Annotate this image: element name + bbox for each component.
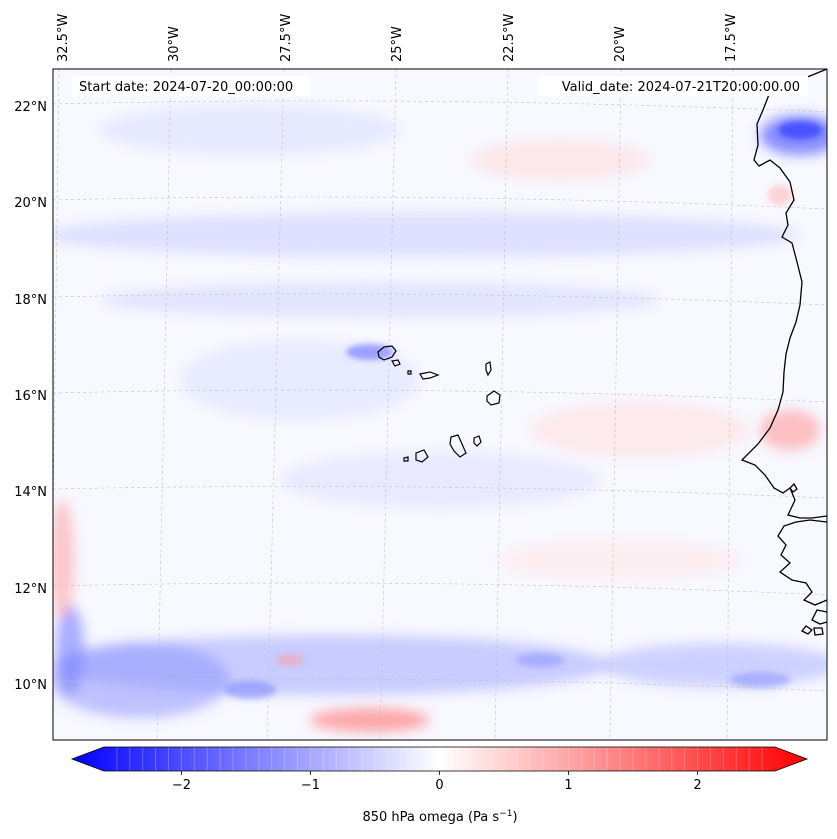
- lon-tick-label: 17.5°W: [724, 14, 739, 62]
- colorbar-ticks: −2 −1 0 1 2: [172, 771, 702, 793]
- map-frame: [52, 68, 828, 741]
- colorbar-bands: [116, 747, 763, 771]
- valid-date-box: [538, 76, 808, 96]
- omega-field: [53, 105, 827, 732]
- island-santo-antao: [377, 345, 397, 361]
- lat-tick-label: 16°N: [14, 389, 47, 404]
- negative-omega-band-18n: [100, 282, 660, 318]
- meridian-30w: [156, 69, 172, 740]
- colorbar-tick-label: 2: [693, 778, 701, 793]
- positive-omega-southeast: [500, 540, 740, 580]
- negative-omega-cell: [778, 121, 822, 139]
- parallel-18n: [53, 293, 827, 306]
- meridian-22.5w: [494, 69, 509, 740]
- negative-omega-cell: [516, 653, 564, 667]
- island-santiago: [449, 434, 467, 458]
- island-sao-nicolau: [419, 371, 440, 380]
- negative-omega-band-20n: [53, 213, 800, 257]
- lon-tick-label: 32.5°W: [56, 14, 71, 62]
- colorbar-label-main: 850 hPa omega (Pa s: [362, 810, 499, 825]
- lon-tick-label: 30°W: [167, 26, 182, 62]
- lat-tick-label: 18°N: [14, 293, 47, 308]
- meridian-17.5w: [726, 69, 734, 740]
- positive-omega-cell: [768, 185, 792, 205]
- coastline-mauritania-senegal: [740, 69, 827, 519]
- colorbar-label-close: ): [512, 810, 517, 825]
- graticule: [53, 69, 827, 740]
- positive-omega-coast: [760, 410, 820, 450]
- positive-omega-north: [470, 140, 650, 180]
- island-maio: [473, 435, 482, 447]
- african-coastline: [740, 69, 827, 636]
- island-near-dakar: [789, 482, 798, 493]
- negative-omega-west-edge: [56, 605, 84, 695]
- lat-tick-label: 10°N: [14, 678, 47, 693]
- parallel-14n: [53, 486, 827, 499]
- coastline-senegal-south: [777, 519, 827, 606]
- island-sal: [485, 361, 492, 377]
- island-boa-vista: [486, 390, 501, 406]
- lon-tick-label: 27.5°W: [279, 14, 294, 62]
- map-background: [53, 69, 827, 740]
- start-date-box: [72, 76, 310, 96]
- lon-tick-label: 22.5°W: [502, 14, 517, 62]
- colorbar: −2 −1 0 1 2 850 hPa omega (Pa s−1): [70, 746, 809, 825]
- negative-omega-south-west: [53, 642, 230, 718]
- cape-verde-islands: [377, 345, 501, 463]
- colorbar-outline: [70, 746, 809, 772]
- valid-date-label: Valid_date: 2024-07-21T20:00:00.00: [562, 80, 800, 95]
- meridian-20w: [609, 69, 622, 740]
- positive-omega-south: [310, 708, 430, 732]
- meridian-25w: [379, 69, 397, 740]
- lon-tick-label: 20°W: [613, 26, 628, 62]
- map-panel: [53, 69, 827, 740]
- start-date-label: Start date: 2024-07-20_00:00:00: [79, 80, 293, 95]
- parallel-16n: [53, 389, 827, 403]
- lat-tick-labels: 22°N 20°N 18°N 16°N 14°N 12°N 10°N: [14, 100, 47, 693]
- colorbar-gradient: [72, 747, 807, 771]
- parallel-10n: [53, 678, 827, 692]
- parallel-20n: [53, 196, 827, 210]
- colorbar-tick-label: 1: [564, 778, 572, 793]
- colorbar-tick-label: −2: [172, 778, 191, 793]
- positive-omega-cell: [276, 654, 304, 666]
- meridian-27.5w: [266, 69, 285, 740]
- negative-omega-south-east: [600, 643, 827, 687]
- colorbar-label: 850 hPa omega (Pa s−1): [362, 809, 517, 825]
- negative-omega-central: [180, 340, 420, 420]
- island-santa-luzia: [407, 370, 412, 375]
- lon-tick-label: 25°W: [390, 26, 405, 62]
- colorbar-label-exponent: −1: [499, 809, 512, 819]
- island-fogo: [415, 449, 429, 463]
- lat-tick-label: 22°N: [14, 100, 47, 115]
- lat-tick-label: 14°N: [14, 485, 47, 500]
- colorbar-tick-label: 0: [435, 778, 443, 793]
- coastline-guinea-bissau: [800, 609, 827, 636]
- negative-omega-cell: [730, 672, 790, 688]
- colorbar-tick-label: −1: [301, 778, 320, 793]
- parallel-12n: [53, 582, 827, 596]
- island-sao-vicente: [391, 359, 401, 367]
- positive-omega-west-edge: [53, 500, 74, 620]
- positive-omega-east: [530, 402, 750, 458]
- negative-omega-band-north: [100, 105, 400, 155]
- parallel-22n: [53, 100, 827, 113]
- negative-omega-cell: [224, 681, 276, 699]
- lat-tick-label: 20°N: [14, 196, 47, 211]
- island-brava: [403, 456, 409, 462]
- lat-tick-label: 12°N: [14, 582, 47, 597]
- lon-tick-labels: 32.5°W 30°W 27.5°W 25°W 22.5°W 20°W 17.5…: [56, 14, 739, 62]
- negative-omega-15n: [280, 452, 600, 508]
